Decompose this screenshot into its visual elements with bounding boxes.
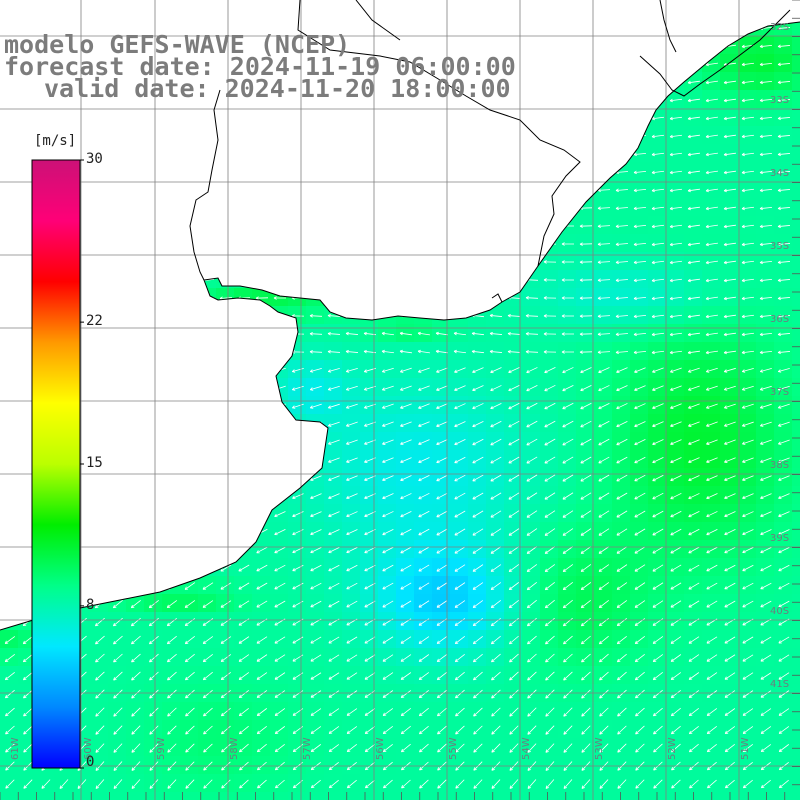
latitude-label: 34S [770,168,789,179]
longitude-label: 54W [521,737,532,760]
latitude-label: 40S [770,606,789,617]
longitude-label: 52W [667,737,678,760]
latitude-label: 41S [770,679,789,690]
colorbar-tick-label: 22 [86,313,103,330]
latitude-label: 36S [770,314,789,325]
longitude-label: 60W [83,737,94,760]
longitude-labels: 61W 60W 59W 58W 57W 56W 55W 54W 53W 52W 51W [10,737,751,760]
colorbar-gradient [31,159,81,769]
latitude-label: 32S [770,22,789,33]
colorbar [31,159,81,769]
latitude-label: 39S [770,533,789,544]
latitude-label: 33S [770,95,789,106]
longitude-label: 57W [302,737,313,760]
valid-date: valid date: 2024-11-20 18:00:00 [44,74,511,103]
latitude-label: 38S [770,460,789,471]
longitude-label: 61W [10,737,21,760]
longitude-label: 55W [448,737,459,760]
coastline [0,0,800,631]
colorbar-unit: [m/s] [34,133,77,149]
colorbar-tick-label: 15 [86,455,103,471]
longitude-label: 51W [740,737,751,760]
longitude-label: 59W [156,737,167,760]
colorbar-tick-label: 0 [86,754,95,770]
longitude-label: 53W [594,737,605,760]
latitude-label: 35S [770,241,789,252]
longitude-label: 58W [229,737,240,760]
latitude-labels: 32S 33S 34S 35S 36S 37S 38S 39S 40S 41S [770,22,789,690]
forecast-date: forecast date: 2024-11-19 06:00:00 [4,52,516,81]
colorbar-tick-label: 30 [86,151,103,167]
model-title: modelo GEFS-WAVE (NCEP) [4,30,351,59]
colorbar-tick-label: 8 [86,596,95,613]
longitude-label: 56W [375,737,386,760]
latitude-label: 37S [770,387,789,398]
